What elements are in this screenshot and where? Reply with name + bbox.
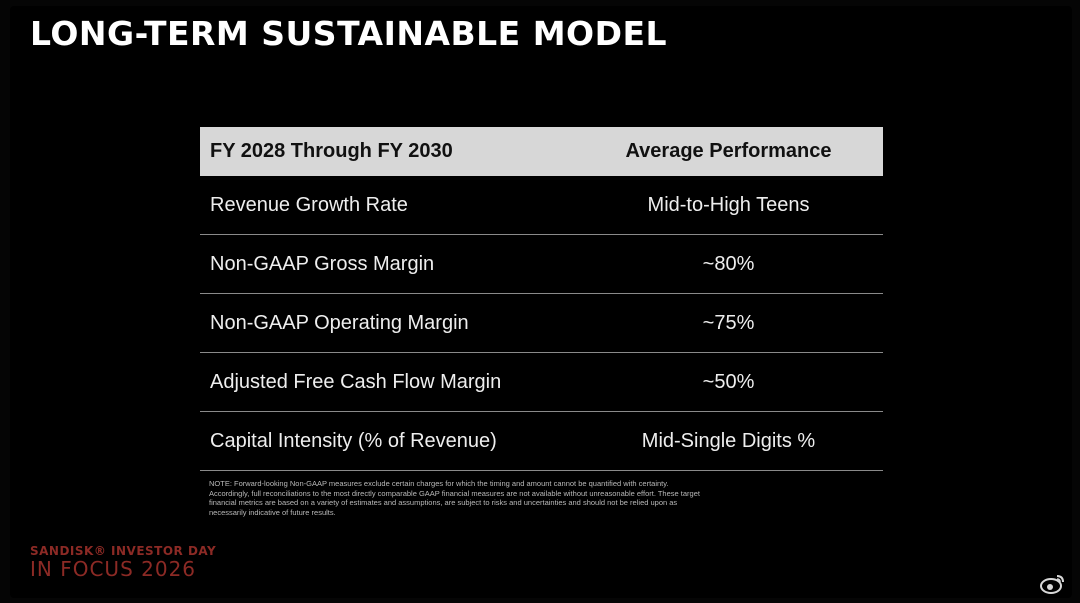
metric-value: ~80% bbox=[702, 252, 755, 275]
disclaimer-note: NOTE: Forward-looking Non-GAAP measures … bbox=[209, 479, 700, 517]
table-row: Adjusted Free Cash Flow Margin ~50% bbox=[200, 353, 883, 412]
event-brand: SANDISK® INVESTOR DAY IN FOCUS 2026 bbox=[30, 544, 216, 581]
metric-value: ~50% bbox=[702, 370, 755, 393]
metric-value: Mid-to-High Teens bbox=[647, 193, 810, 216]
table-row: Capital Intensity (% of Revenue) Mid-Sin… bbox=[200, 412, 883, 471]
watermark bbox=[1040, 573, 1066, 595]
brand-line-investor-day: SANDISK® INVESTOR DAY bbox=[30, 544, 217, 558]
table-row: Non-GAAP Operating Margin ~75% bbox=[200, 294, 883, 353]
brand-line-in-focus: IN FOCUS 2026 bbox=[30, 557, 197, 581]
table-row: Non-GAAP Gross Margin ~80% bbox=[200, 235, 883, 294]
metric-label: Capital Intensity (% of Revenue) bbox=[210, 429, 497, 452]
slide: LONG-TERM SUSTAINABLE MODEL FY 2028 Thro… bbox=[10, 6, 1072, 598]
table-header: FY 2028 Through FY 2030 Average Performa… bbox=[200, 127, 883, 176]
header-period: FY 2028 Through FY 2030 bbox=[210, 140, 453, 162]
weibo-logo-icon bbox=[1040, 575, 1064, 594]
slide-title: LONG-TERM SUSTAINABLE MODEL bbox=[30, 14, 668, 53]
metrics-table: FY 2028 Through FY 2030 Average Performa… bbox=[200, 127, 883, 471]
table-row: Revenue Growth Rate Mid-to-High Teens bbox=[200, 176, 883, 235]
header-performance: Average Performance bbox=[625, 140, 832, 162]
metric-label: Non-GAAP Gross Margin bbox=[210, 252, 435, 275]
metric-label: Revenue Growth Rate bbox=[210, 193, 408, 216]
metric-label: Non-GAAP Operating Margin bbox=[210, 311, 469, 334]
metric-value: ~75% bbox=[702, 311, 755, 334]
metric-value: Mid-Single Digits % bbox=[641, 429, 816, 452]
metric-label: Adjusted Free Cash Flow Margin bbox=[210, 370, 502, 393]
